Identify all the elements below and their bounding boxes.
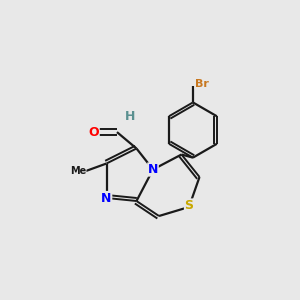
Text: O: O [88, 126, 99, 139]
Text: H: H [125, 110, 135, 123]
Text: Me: Me [70, 166, 86, 176]
Text: N: N [101, 191, 112, 205]
Text: N: N [148, 163, 158, 176]
Text: S: S [184, 199, 194, 212]
Text: Br: Br [195, 79, 209, 89]
